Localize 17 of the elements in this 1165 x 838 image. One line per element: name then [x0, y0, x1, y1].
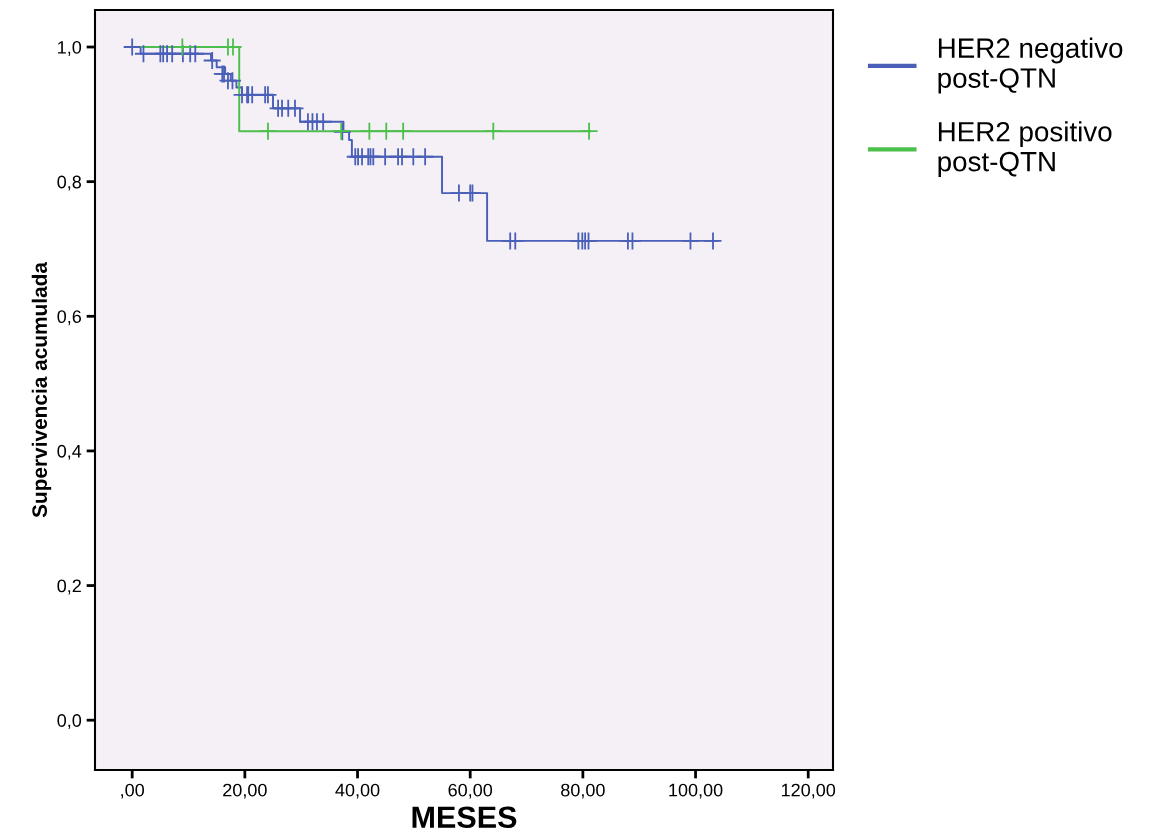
y-tick-label: 0,2 — [57, 579, 81, 595]
y-axis-title: Supervivencia acumulada — [31, 261, 52, 518]
x-tick-label: 80,00 — [561, 783, 605, 799]
x-tick-label: 40,00 — [335, 783, 380, 799]
x-axis-title: MESES — [412, 806, 517, 829]
legend-label: HER2 positivo post-QTN — [938, 121, 1112, 177]
x-tick-label: 120,00 — [781, 783, 836, 799]
x-tick-label: 20,00 — [223, 783, 267, 799]
x-tick-label: 60,00 — [448, 783, 493, 799]
legend-label: HER2 negativo post-QTN — [938, 37, 1123, 94]
x-tick-label: ,00 — [121, 783, 145, 799]
y-tick-label: 0,0 — [57, 714, 82, 730]
y-tick-label: 0,6 — [57, 310, 82, 326]
y-tick-label: 1,0 — [58, 40, 82, 56]
y-tick-label: 0,8 — [57, 175, 82, 191]
x-tick-label: 100,00 — [669, 783, 723, 799]
y-tick-label: 0,4 — [57, 444, 82, 460]
